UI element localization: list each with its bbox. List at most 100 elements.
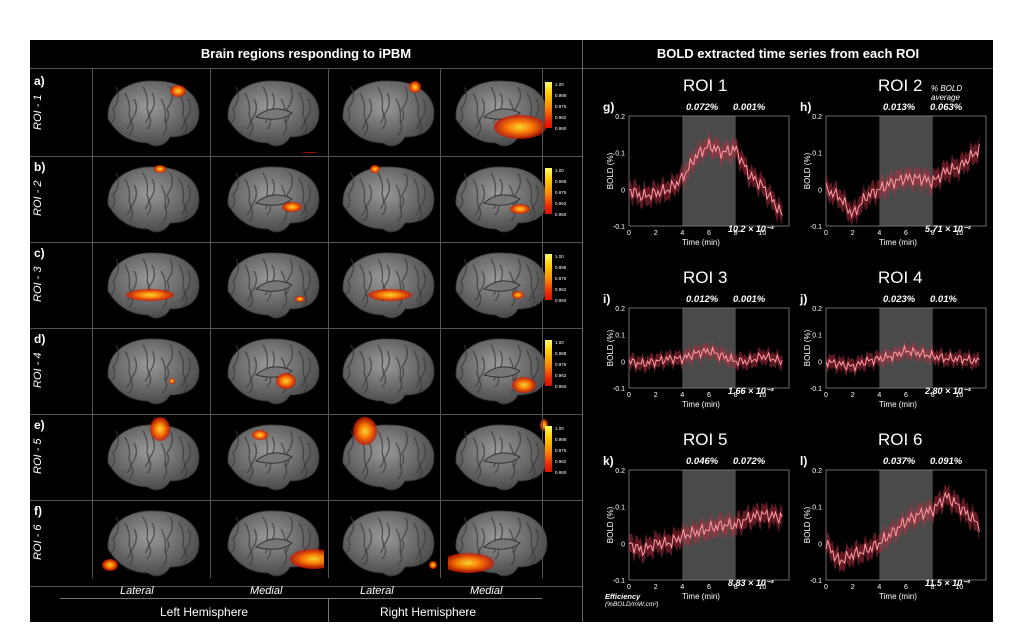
lateral-brain-surface	[107, 338, 200, 405]
lateral-brain-surface	[102, 510, 200, 577]
x-tick-label: 0	[824, 584, 828, 591]
roi-label: ROI - 5	[32, 438, 44, 474]
row-letter: e)	[34, 418, 45, 432]
x-tick-label: 10	[955, 392, 963, 399]
x-tick-label: 8	[931, 230, 935, 237]
roi-plot-cell: -0.1 0 0.1 0.2 0 2 4 6 8 10 Time (min) BOLD (%) ROI …	[788, 430, 993, 620]
right-hemisphere-label: Right Hemisphere	[380, 605, 477, 619]
colorbar-tick: 1.00	[555, 340, 564, 345]
roi-plot-cell: -0.1 0 0.1 0.2 0 2 4 6 8 10 Time (min) BOLD (%) ROI …	[788, 268, 993, 428]
x-tick-label: 2	[851, 584, 855, 591]
colorbar: 1.00 0.988 0.975 0.962 0.950	[545, 254, 577, 314]
colorbar-tick: 0.975	[555, 448, 567, 453]
bold-during-value: 0.023%	[883, 294, 916, 305]
x-tick-label: 0	[824, 230, 828, 237]
row-letter: a)	[34, 74, 45, 88]
plot-letter: g)	[603, 100, 615, 114]
efficiency-value: 5.71 × 10⁻³	[925, 224, 971, 234]
x-tick-label: 0	[627, 584, 631, 591]
roi-plot-cell: -0.1 0 0.1 0.2 0 2 4 6 8 10 Time (min) BOLD (%) ROI …	[591, 268, 796, 428]
y-axis-label: BOLD (%)	[803, 329, 812, 366]
y-axis-label: BOLD (%)	[606, 506, 615, 543]
y-tick-label: 0	[818, 541, 822, 548]
x-axis-label: Time (min)	[879, 238, 917, 247]
medial-brain-surface	[455, 166, 548, 233]
y-axis-label: BOLD (%)	[606, 329, 615, 366]
colorbar-gradient	[545, 254, 552, 300]
lateral-brain-surface	[107, 252, 200, 319]
bold-during-value: 0.046%	[686, 456, 719, 467]
x-tick-label: 0	[627, 392, 631, 399]
view-label-lateral-right: Lateral	[360, 585, 394, 597]
roi-plot-cell: -0.1 0 0.1 0.2 0 2 4 6 8 10 Time (min) BOLD (%) ROI …	[591, 76, 796, 266]
medial-brain-surface	[455, 80, 548, 147]
bold-series-line	[825, 491, 980, 567]
roi-plot-title: ROI 3	[683, 268, 728, 287]
colorbar-gradient	[545, 340, 552, 386]
x-tick-label: 8	[734, 584, 738, 591]
efficiency-value: 10.2 × 10⁻³	[728, 224, 774, 234]
lateral-brain-surface	[107, 417, 200, 491]
bold-series-line	[628, 508, 783, 557]
x-axis-label: Time (min)	[682, 238, 720, 247]
efficiency-unit: (%BOLD/mW.cm²)	[605, 601, 659, 608]
x-tick-label: 10	[758, 230, 766, 237]
divider	[210, 68, 211, 578]
bold-during-value: 0.037%	[883, 456, 916, 467]
x-tick-label: 6	[707, 230, 711, 237]
plot-frame	[825, 115, 987, 227]
x-axis-label: Time (min)	[682, 400, 720, 409]
divider	[92, 68, 93, 578]
roi-row: d) ROI - 4 1.00 0.988 0.975 0.962 0.950	[30, 328, 582, 415]
medial-brain-surface	[455, 338, 548, 405]
y-tick-label: 0.2	[615, 468, 625, 475]
bold-series-line	[628, 345, 783, 370]
x-tick-label: 2	[851, 392, 855, 399]
x-tick-label: 2	[654, 230, 658, 237]
roi-label: ROI - 1	[32, 94, 44, 130]
plot-letter: k)	[603, 454, 614, 468]
lateral-brain-surface	[342, 510, 437, 577]
bold-average-note: % BOLD average	[931, 84, 963, 102]
x-tick-label: 6	[707, 392, 711, 399]
x-tick-label: 2	[851, 230, 855, 237]
row-letter: f)	[34, 504, 42, 518]
row-letter: d)	[34, 332, 46, 346]
roi-plot-title: ROI 4	[878, 268, 923, 287]
y-tick-label: -0.1	[613, 386, 625, 393]
confidence-band	[826, 135, 980, 227]
x-tick-label: 8	[734, 230, 738, 237]
left-panel-title: Brain regions responding to iPBM	[30, 40, 582, 69]
plot-frame	[825, 469, 987, 581]
roi-row: a) ROI - 1 1.00 0.988 0.975 0.962 0.950	[30, 70, 582, 157]
lateral-brain-surface	[342, 80, 435, 147]
medial-brain-surface	[227, 80, 320, 153]
medial-brain-surface	[227, 510, 324, 577]
bold-during-value: 0.013%	[883, 102, 916, 113]
y-tick-label: 0.2	[615, 114, 625, 121]
colorbar-tick: 0.988	[555, 437, 567, 442]
colorbar: 1.00 0.988 0.975 0.962 0.950	[545, 340, 577, 400]
plot-frame	[628, 115, 790, 227]
roi-row: e) ROI - 5 1.00 0.988 0.975 0.962 0.950	[30, 414, 582, 501]
x-tick-label: 4	[680, 230, 684, 237]
colorbar-tick: 0.962	[555, 287, 567, 292]
colorbar-gradient	[545, 168, 552, 214]
roi-plot-title: ROI 6	[878, 430, 923, 449]
x-tick-label: 4	[877, 392, 881, 399]
bold-after-value: 0.063%	[930, 102, 963, 113]
colorbar-gradient	[545, 426, 552, 472]
lateral-brain-surface	[342, 417, 435, 491]
left-hemisphere-label: Left Hemisphere	[160, 605, 249, 619]
row-letter: b)	[34, 160, 46, 174]
efficiency-value: 11.5 × 10⁻³	[925, 578, 970, 588]
colorbar-tick: 1.00	[555, 426, 564, 431]
divider	[328, 68, 329, 578]
plot-letter: j)	[800, 292, 808, 306]
lateral-brain-surface	[107, 80, 200, 147]
y-axis-label: BOLD (%)	[803, 506, 812, 543]
bold-after-value: 0.001%	[733, 102, 766, 113]
